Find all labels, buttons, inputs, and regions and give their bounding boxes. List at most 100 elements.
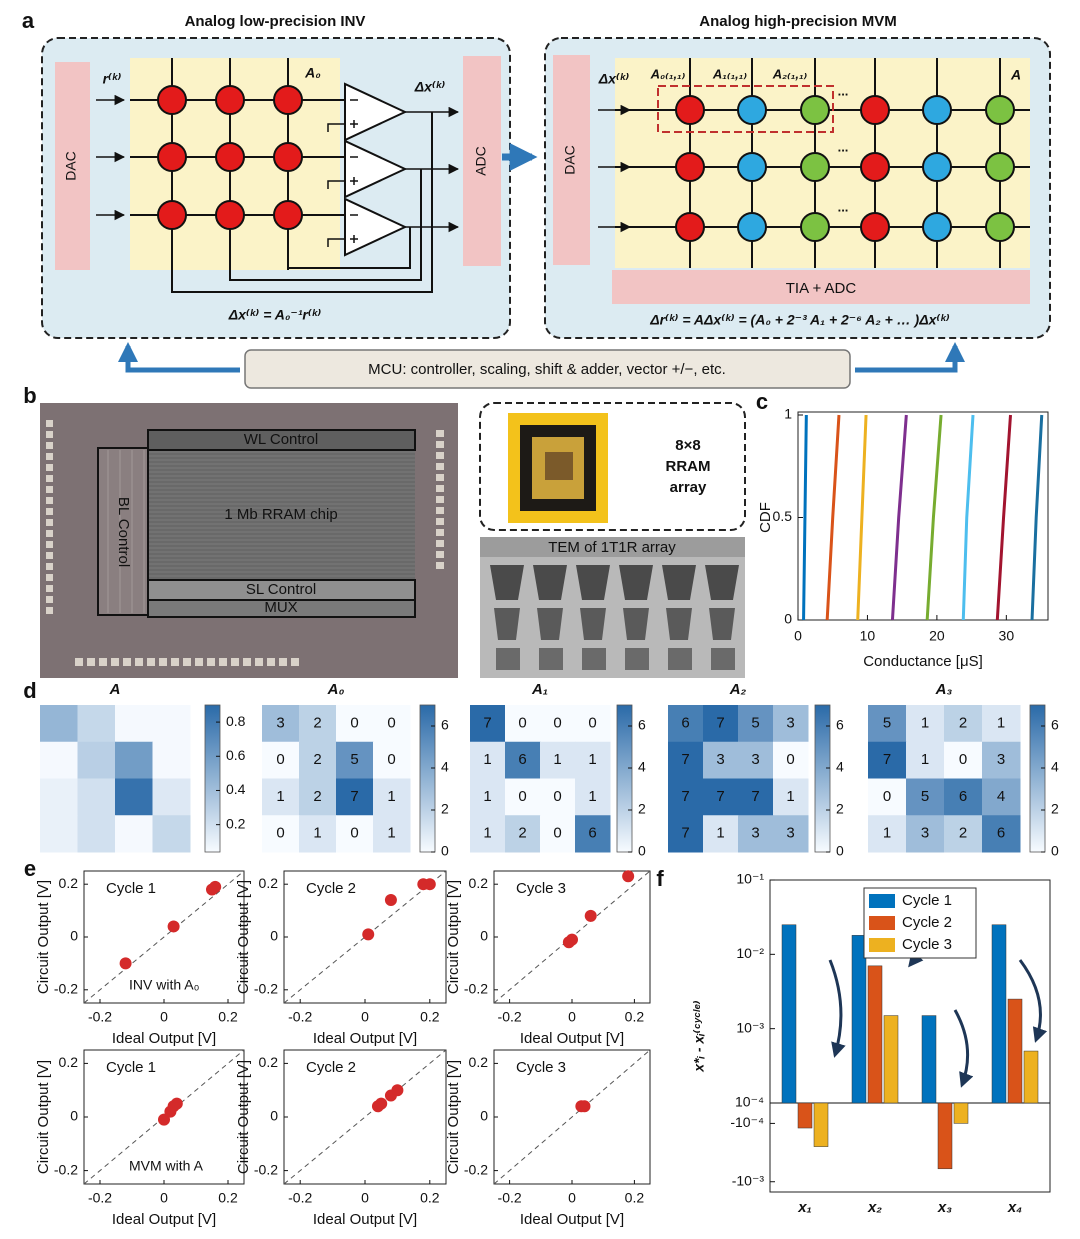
pad xyxy=(279,658,287,666)
heatmap-title: A₃ xyxy=(935,681,953,698)
tem-column xyxy=(490,565,524,600)
x-tick-label: 0 xyxy=(160,1009,168,1025)
cell-value: 1 xyxy=(387,788,395,805)
rram-cell xyxy=(800,152,830,182)
pad xyxy=(111,658,119,666)
dac-label: DAC xyxy=(63,151,79,181)
pad xyxy=(46,541,53,548)
cell-value: 5 xyxy=(883,714,891,731)
cell-value: 0 xyxy=(959,751,967,768)
cell-value: 0 xyxy=(518,788,526,805)
x-tick-label: 0 xyxy=(361,1009,369,1025)
cell-value: 1 xyxy=(483,825,491,842)
y-axis-label: Circuit Output [V] xyxy=(35,880,52,994)
cell-group xyxy=(657,85,834,133)
cell-value: 1 xyxy=(921,751,929,768)
colorbar xyxy=(616,704,633,853)
annotation: MVM with A xyxy=(129,1158,204,1174)
heatmap-cell xyxy=(299,741,337,779)
heatmap-cell xyxy=(505,705,541,743)
heatmap-cell xyxy=(668,705,704,743)
cell-value: 7 xyxy=(883,751,891,768)
heatmap-title: A₂ xyxy=(729,681,747,698)
rram-cell xyxy=(985,212,1015,242)
heatmap-cell xyxy=(40,741,78,779)
y-axis-label: Circuit Output [V] xyxy=(235,880,252,994)
heatmap-title: A xyxy=(109,681,121,698)
y-tick-label: -0.2 xyxy=(254,1161,278,1177)
cell-value: 2 xyxy=(518,825,526,842)
y-tick-label: 0.5 xyxy=(773,508,793,524)
heatmap-cell xyxy=(668,778,704,816)
colorbar-label: 0.4 xyxy=(226,781,246,797)
heatmap-cell xyxy=(373,705,411,743)
pad xyxy=(436,474,444,481)
pad xyxy=(46,508,53,515)
y-axis-label: x*ᵢ - xᵢ⁽ᶜʸᶜˡᵉ⁾ xyxy=(691,1000,707,1072)
colorbar xyxy=(204,704,221,853)
heatmap-cell xyxy=(738,815,774,853)
colorbar-label: 6 xyxy=(638,717,646,733)
heatmap-cell xyxy=(77,705,116,743)
data-point xyxy=(209,880,222,893)
feedback-line xyxy=(171,112,433,293)
dac-block xyxy=(553,55,590,265)
heatmap-cell xyxy=(773,778,809,816)
rram-cell xyxy=(800,212,830,242)
block-label: WL Control xyxy=(244,431,318,448)
x-tick-label: 0 xyxy=(568,1009,576,1025)
tem-column xyxy=(711,648,735,670)
heatmap-cell xyxy=(575,705,611,743)
x-tick-label: 0 xyxy=(568,1190,576,1206)
pad xyxy=(46,596,53,603)
ground xyxy=(327,238,345,247)
plot-title: Cycle 3 xyxy=(516,1059,566,1076)
heatmap-cell xyxy=(944,815,983,853)
pad xyxy=(99,658,107,666)
x-axis-label: Ideal Output [V] xyxy=(313,1211,417,1228)
tem-column xyxy=(625,648,649,670)
bar xyxy=(1007,998,1023,1104)
y-tick-label: -0.2 xyxy=(54,1161,78,1177)
cell-value: 7 xyxy=(350,788,358,805)
heatmap-cell xyxy=(505,815,541,853)
colorbar-label: 0 xyxy=(836,843,844,859)
data-point xyxy=(158,1113,170,1126)
x-tick-label: 0 xyxy=(361,1190,369,1206)
identity-line xyxy=(493,1049,651,1185)
colorbar-label: 2 xyxy=(836,801,844,817)
panel-label: b xyxy=(23,383,36,408)
colorbar xyxy=(1029,704,1046,853)
legend-label: Cycle 2 xyxy=(902,914,952,931)
colorbar-label: 6 xyxy=(836,717,844,733)
package-core xyxy=(545,452,573,480)
colorbar-label: 0.8 xyxy=(226,713,246,729)
pad xyxy=(267,658,275,666)
trend-arrow xyxy=(953,1009,974,1088)
rram-cell xyxy=(922,95,952,125)
y-tick-label: 10⁻¹ xyxy=(736,871,764,887)
cell-value: 0 xyxy=(350,714,358,731)
pad xyxy=(46,420,53,427)
data-point xyxy=(375,1097,388,1110)
package-label: RRAM xyxy=(666,458,711,475)
cell-value: 7 xyxy=(681,825,689,842)
colorbar-label: 4 xyxy=(836,759,844,775)
y-tick-label: 0 xyxy=(70,1108,78,1124)
x-axis-label: Ideal Output [V] xyxy=(313,1030,417,1047)
rram-cell xyxy=(273,85,303,115)
cdf-curve xyxy=(961,414,975,621)
pad xyxy=(46,530,53,537)
cell-value: 0 xyxy=(883,788,891,805)
heatmap-cell xyxy=(738,778,774,816)
colorbar-label: 2 xyxy=(441,801,449,817)
x-axis-label: Ideal Output [V] xyxy=(520,1030,624,1047)
heatmap-cell xyxy=(262,705,300,743)
cell-value: 7 xyxy=(681,751,689,768)
pad xyxy=(46,464,53,471)
package-label: 8×8 xyxy=(675,437,700,454)
bar xyxy=(813,1102,829,1147)
heatmap-cell xyxy=(470,741,506,779)
heatmap-cell xyxy=(115,705,153,743)
